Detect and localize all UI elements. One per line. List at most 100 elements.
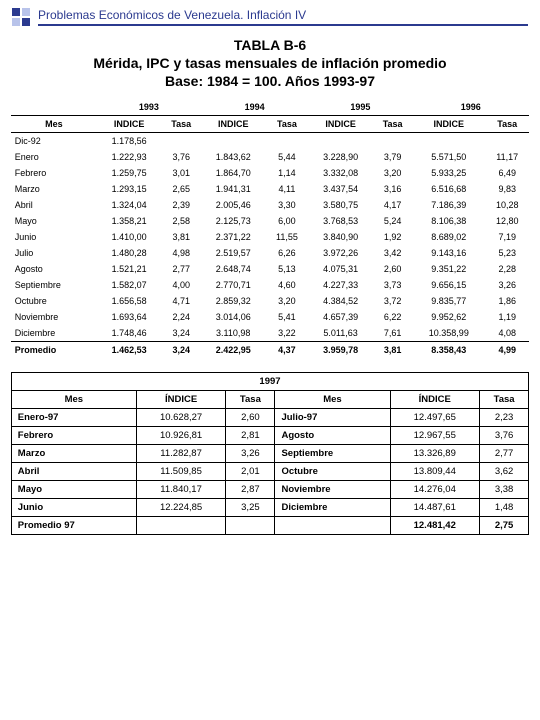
cell-value: 4.227,33	[308, 277, 373, 293]
header-row: Mes INDICE Tasa INDICE Tasa INDICE Tasa …	[11, 115, 529, 132]
cell-value: 6.516,68	[412, 181, 485, 197]
cell-value: 1.941,31	[201, 181, 266, 197]
cell-value: 10.358,99	[412, 325, 485, 342]
cell-value: 8.689,02	[412, 229, 485, 245]
table-1993-1996: 1993 1994 1995 1996 Mes INDICE Tasa INDI…	[11, 99, 529, 358]
cell-mes: Octubre	[11, 293, 97, 309]
cell-value: 5,24	[373, 213, 412, 229]
cell-value: 4,98	[161, 245, 200, 261]
cell-value: 1.693,64	[97, 309, 162, 325]
cell-value: 1.178,56	[97, 132, 162, 149]
cell-value: 3,72	[373, 293, 412, 309]
cell-value	[136, 516, 226, 534]
cell-value: 2,23	[480, 408, 529, 426]
cell-value: 2.859,32	[201, 293, 266, 309]
cell-value: 3.972,26	[308, 245, 373, 261]
cell-value	[266, 132, 309, 149]
cell-value: 2.519,57	[201, 245, 266, 261]
year-1997: 1997	[11, 372, 528, 390]
table-row: Abril11.509,852,01Octubre13.809,443,62	[11, 462, 528, 480]
cell-value: 2,81	[226, 426, 275, 444]
cell-mes: Diciembre	[11, 325, 97, 342]
cell-value: 3.959,78	[308, 341, 373, 358]
cell-value: 2,87	[226, 480, 275, 498]
cell-value: 3,76	[480, 426, 529, 444]
cell-value: 3.437,54	[308, 181, 373, 197]
cell-value	[308, 132, 373, 149]
cell-value: 1.462,53	[97, 341, 162, 358]
cell-value: 10.628,27	[136, 408, 226, 426]
cell-value: 3,26	[485, 277, 529, 293]
cell-mes: Promedio 97	[11, 516, 136, 534]
cell-mes: Diciembre	[275, 498, 390, 516]
cell-value: 2,01	[226, 462, 275, 480]
cell-mes: Abril	[11, 462, 136, 480]
cell-value: 3,79	[373, 149, 412, 165]
cell-value: 6,49	[485, 165, 529, 181]
year-row-1997: 1997	[11, 372, 528, 390]
cell-mes: Enero	[11, 149, 97, 165]
cell-value: 10.926,81	[136, 426, 226, 444]
title-line1: TABLA B-6	[0, 36, 540, 54]
cell-value: 3,81	[161, 229, 200, 245]
cell-value: 5,23	[485, 245, 529, 261]
cell-value: 4,00	[161, 277, 200, 293]
cell-value: 3.014,06	[201, 309, 266, 325]
cell-value: 1,14	[266, 165, 309, 181]
header-bar: Problemas Económicos de Venezuela. Infla…	[0, 0, 540, 30]
title-line3: Base: 1984 = 100. Años 1993-97	[0, 72, 540, 90]
cell-value: 4.384,52	[308, 293, 373, 309]
cell-value: 1,86	[485, 293, 529, 309]
row-promedio: Promedio 97 12.481,422,75	[11, 516, 528, 534]
table-row: Enero1.222,933,761.843,625,443.228,903,7…	[11, 149, 529, 165]
cell-mes: Agosto	[11, 261, 97, 277]
cell-value: 3,16	[373, 181, 412, 197]
cell-value: 2,77	[161, 261, 200, 277]
cell-value	[373, 132, 412, 149]
cell-mes: Julio-97	[275, 408, 390, 426]
year-1994: 1994	[201, 99, 308, 116]
cell-value: 3.840,90	[308, 229, 373, 245]
cell-value: 4,71	[161, 293, 200, 309]
table-row: Marzo11.282,873,26Septiembre13.326,892,7…	[11, 444, 528, 462]
cell-value: 3,81	[373, 341, 412, 358]
cell-mes: Julio	[11, 245, 97, 261]
cell-value: 1.582,07	[97, 277, 162, 293]
table-row: Mayo11.840,172,87Noviembre14.276,043,38	[11, 480, 528, 498]
cell-value: 3,24	[161, 341, 200, 358]
cell-value: 2,75	[480, 516, 529, 534]
cell-value: 2.371,22	[201, 229, 266, 245]
cell-value: 12,80	[485, 213, 529, 229]
cell-value: 3.228,90	[308, 149, 373, 165]
cell-value: 7,19	[485, 229, 529, 245]
table-row: Dic-921.178,56	[11, 132, 529, 149]
cell-value: 1,48	[480, 498, 529, 516]
cell-value: 4,11	[266, 181, 309, 197]
cell-value: 5.571,50	[412, 149, 485, 165]
table-row: Mayo1.358,212,582.125,736,003.768,535,24…	[11, 213, 529, 229]
title-block: TABLA B-6 Mérida, IPC y tasas mensuales …	[0, 36, 540, 91]
cell-value: 8.358,43	[412, 341, 485, 358]
cell-value: 2,58	[161, 213, 200, 229]
cell-value: 2.770,71	[201, 277, 266, 293]
cell-value: 9.835,77	[412, 293, 485, 309]
cell-mes: Agosto	[275, 426, 390, 444]
cell-value: 11,55	[266, 229, 309, 245]
col-mes: Mes	[11, 390, 136, 408]
cell-mes: Octubre	[275, 462, 390, 480]
col-tasa: Tasa	[485, 115, 529, 132]
cell-value: 3.768,53	[308, 213, 373, 229]
cell-value	[485, 132, 529, 149]
table-row: Junio12.224,853,25Diciembre14.487,611,48	[11, 498, 528, 516]
cell-value: 5,41	[266, 309, 309, 325]
cell-value: 5,44	[266, 149, 309, 165]
cell-value	[226, 516, 275, 534]
cell-value: 7,61	[373, 325, 412, 342]
header-row-1997: Mes ÍNDICE Tasa Mes ÍNDICE Tasa	[11, 390, 528, 408]
cell-value: 6,22	[373, 309, 412, 325]
cell-value: 3,25	[226, 498, 275, 516]
cell-value: 1,19	[485, 309, 529, 325]
cell-value: 12.481,42	[390, 516, 480, 534]
cell-value: 14.276,04	[390, 480, 480, 498]
table-row: Julio1.480,284,982.519,576,263.972,263,4…	[11, 245, 529, 261]
